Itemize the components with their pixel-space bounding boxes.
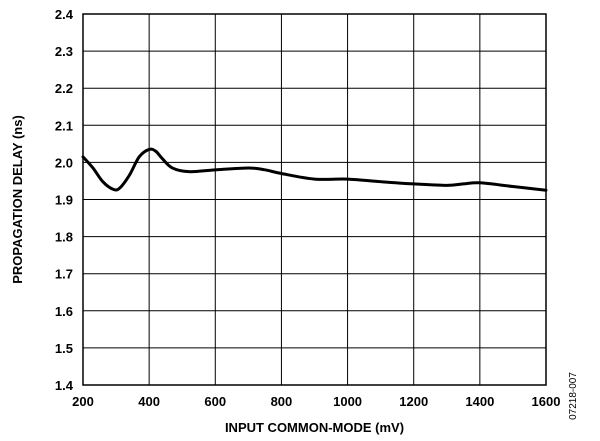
x-tick-label: 1600: [532, 394, 561, 409]
x-tick-labels: 200 400 600 800 1000 1200 1400 1600: [72, 394, 560, 409]
x-tick-label: 800: [271, 394, 293, 409]
x-tick-label: 600: [204, 394, 226, 409]
y-tick-label: 2.1: [55, 118, 73, 133]
x-tick-label: 400: [138, 394, 160, 409]
series-line: [81, 147, 548, 192]
y-tick-label: 1.4: [55, 378, 74, 393]
x-tick-label: 1000: [333, 394, 362, 409]
y-tick-label: 2.3: [55, 44, 73, 59]
x-axis-label: INPUT COMMON-MODE (mV): [225, 420, 404, 435]
y-tick-label: 2.0: [55, 155, 73, 170]
y-tick-label: 1.8: [55, 230, 73, 245]
y-tick-label: 2.2: [55, 81, 73, 96]
grid: [82, 13, 547, 386]
y-axis-label: PROPAGATION DELAY (ns): [10, 115, 25, 284]
y-tick-label: 2.4: [55, 7, 74, 22]
y-tick-label: 1.5: [55, 341, 73, 356]
y-tick-labels: 1.4 1.5 1.6 1.7 1.8 1.9 2.0 2.1 2.2 2.3 2.4: [55, 7, 74, 393]
plot-frame: [82, 13, 547, 386]
x-tick-label: 200: [72, 394, 94, 409]
x-tick-label: 1400: [465, 394, 494, 409]
y-tick-label: 1.9: [55, 193, 73, 208]
y-tick-label: 1.7: [55, 267, 73, 282]
x-tick-label: 1200: [399, 394, 428, 409]
figure-code: 07218-007: [568, 372, 579, 420]
y-tick-label: 1.6: [55, 304, 73, 319]
